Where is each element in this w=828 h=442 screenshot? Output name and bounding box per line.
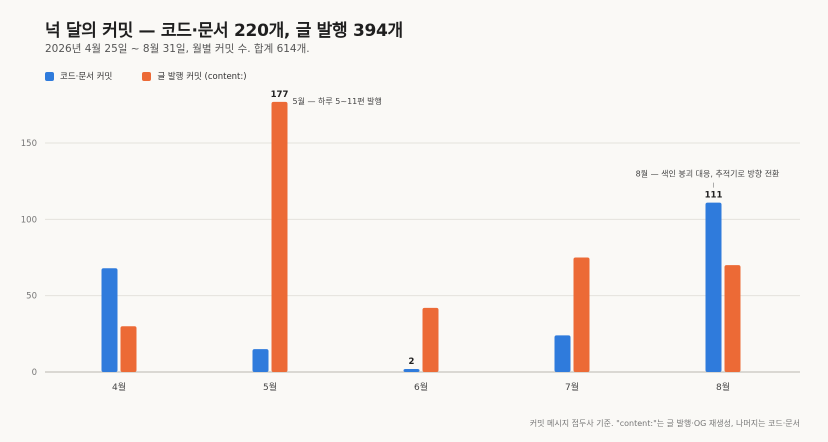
y-tick-label: 0 (32, 368, 37, 378)
y-tick-label: 50 (26, 292, 37, 302)
data-label: 111 (705, 191, 723, 201)
data-label: 177 (271, 90, 289, 100)
chart-title: 넉 달의 커밋 — 코드·문서 220개, 글 발행 394개 (45, 21, 403, 41)
x-tick-label: 8월 (716, 381, 730, 393)
bar-content-4 (573, 257, 590, 372)
data-label: 2 (409, 357, 415, 367)
legend-swatch-content (142, 71, 152, 81)
x-tick-label: 6월 (414, 381, 428, 393)
y-tick-label: 100 (21, 215, 37, 225)
bar-content-2 (271, 101, 288, 372)
chart-subtitle: 2026년 4월 25일 ~ 8월 31일, 월별 커밋 수. 합계 614개. (45, 43, 310, 55)
bar-code-3 (403, 368, 420, 372)
legend: 코드·문서 커밋 글 발행 커밋 (content:) (45, 70, 247, 82)
y-tick-label: 150 (21, 139, 37, 149)
legend-swatch-code (45, 71, 54, 81)
bar-code-4 (554, 335, 571, 372)
bar-code-1 (101, 268, 118, 372)
bar-content-5 (724, 265, 741, 372)
legend-label-content: 글 발행 커밋 (content:) (157, 72, 247, 82)
x-tick-label: 5월 (263, 381, 277, 393)
annotation: 5월 — 하루 5~11편 발행 (293, 96, 382, 106)
legend-label-code: 코드·문서 커밋 (60, 72, 113, 82)
legend-item-code: 코드·문서 커밋 (45, 70, 112, 82)
legend-item-content: 글 발행 커밋 (content:) (142, 70, 247, 82)
bar-code-5 (705, 202, 722, 372)
bar-content-3 (422, 307, 439, 372)
bar-code-2 (252, 349, 269, 372)
x-tick-label: 4월 (112, 381, 126, 393)
bar-content-1 (120, 326, 137, 372)
x-tick-label: 7월 (565, 381, 579, 393)
footer-note: 커밋 메시지 접두사 기준. "content:"는 글 발행·OG 재생성, … (529, 419, 800, 428)
annotation: 8월 — 색인 붕괴 대응, 추적기로 방향 전환 (636, 169, 780, 179)
